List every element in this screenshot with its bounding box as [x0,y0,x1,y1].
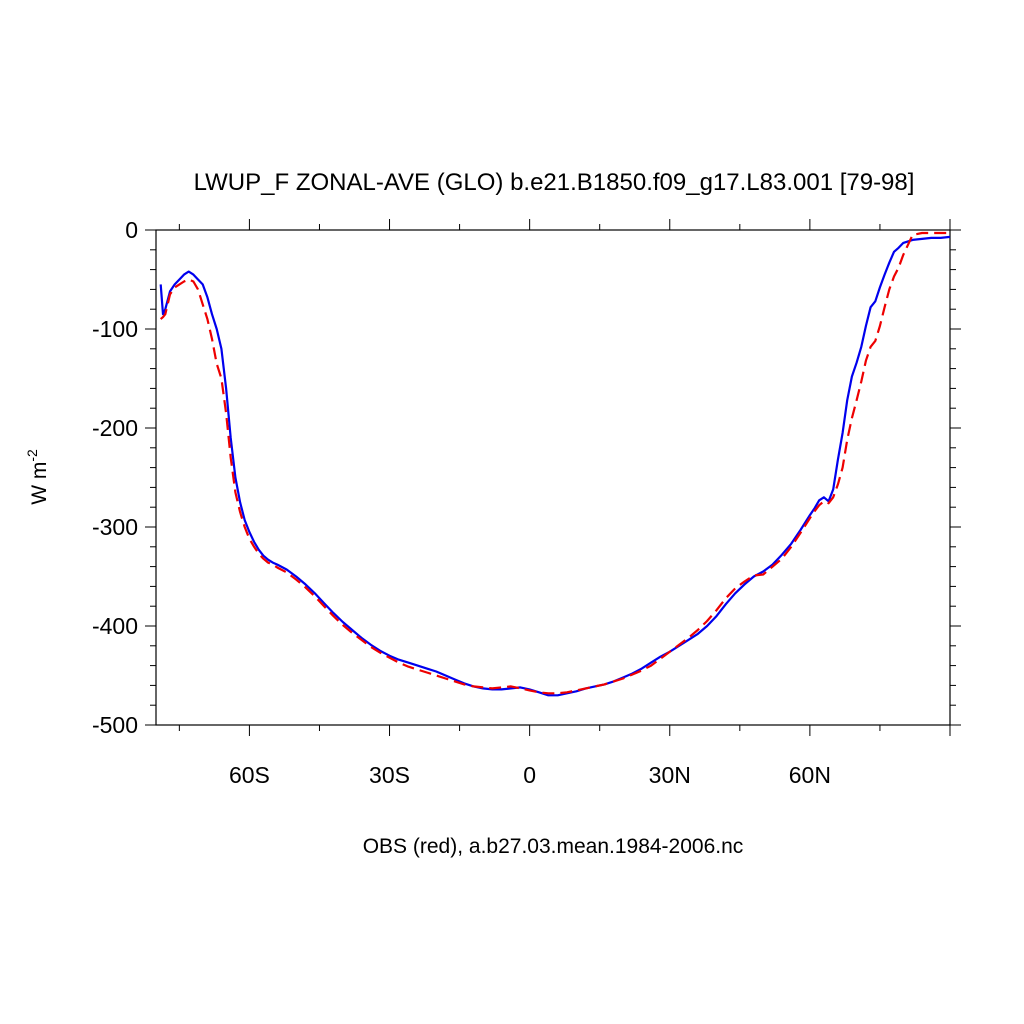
y-tick-label: -100 [92,316,138,342]
x-tick-label: 30S [369,762,410,788]
series-line-model [159,235,951,697]
plot-frame [155,229,951,726]
y-axis-label: W m-2 [24,449,51,505]
y-tick-label: -200 [92,415,138,441]
y-axis-label-base: W m [28,462,51,505]
x-tick-label: 30N [649,762,691,788]
series-line-obs [159,231,950,695]
y-tick-label: -400 [92,613,138,639]
y-tick-label: 0 [125,217,138,243]
x-tick-label: 0 [523,762,536,788]
plot-area: 0 -100 -200 -300 -400 -500 60S 30S 0 30N 60N [92,217,961,788]
y-axis-label-exponent: -2 [24,449,40,462]
x-tick-label: 60S [229,762,270,788]
x-axis-label: OBS (red), a.b27.03.mean.1984-2006.nc [363,835,744,858]
y-tick-label: -300 [92,514,138,540]
x-tick-label: 60N [789,762,831,788]
y-tick-label: -500 [92,712,138,738]
chart-title: LWUP_F ZONAL-AVE (GLO) b.e21.B1850.f09_g… [194,169,915,196]
